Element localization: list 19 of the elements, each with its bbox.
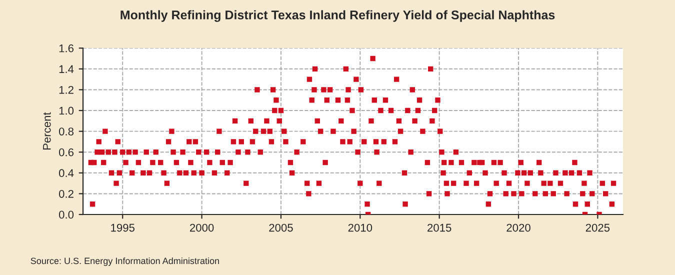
x-tick-label: 2020: [506, 224, 530, 232]
y-tick-label: 1.4: [59, 65, 74, 73]
x-tick-label: 2025: [586, 224, 610, 232]
x-tick-label: 2005: [269, 224, 293, 232]
y-tick-label: 1.2: [59, 86, 74, 94]
y-tick-label: 0.4: [58, 169, 74, 178]
x-tick-label: 2000: [190, 224, 214, 232]
y-axis-title: Percent: [43, 112, 51, 150]
y-tick-label: 1.0: [59, 106, 74, 115]
x-tick-label: 1995: [111, 224, 135, 232]
source-note: Source: U.S. Energy Information Administration: [30, 257, 219, 266]
y-tick-label: 0.2: [58, 190, 74, 198]
chart-title: Monthly Refining District Texas Inland Refinery Yield of Special Naphthas: [120, 10, 555, 22]
y-tick-label: 0.6: [58, 148, 74, 156]
y-tick-label: 0.8: [58, 128, 74, 136]
y-tick-label: 1.6: [59, 44, 74, 52]
x-tick-label: 2010: [348, 224, 372, 232]
x-tick-label: 2015: [428, 224, 452, 232]
y-tick-label: 0.0: [58, 210, 74, 219]
